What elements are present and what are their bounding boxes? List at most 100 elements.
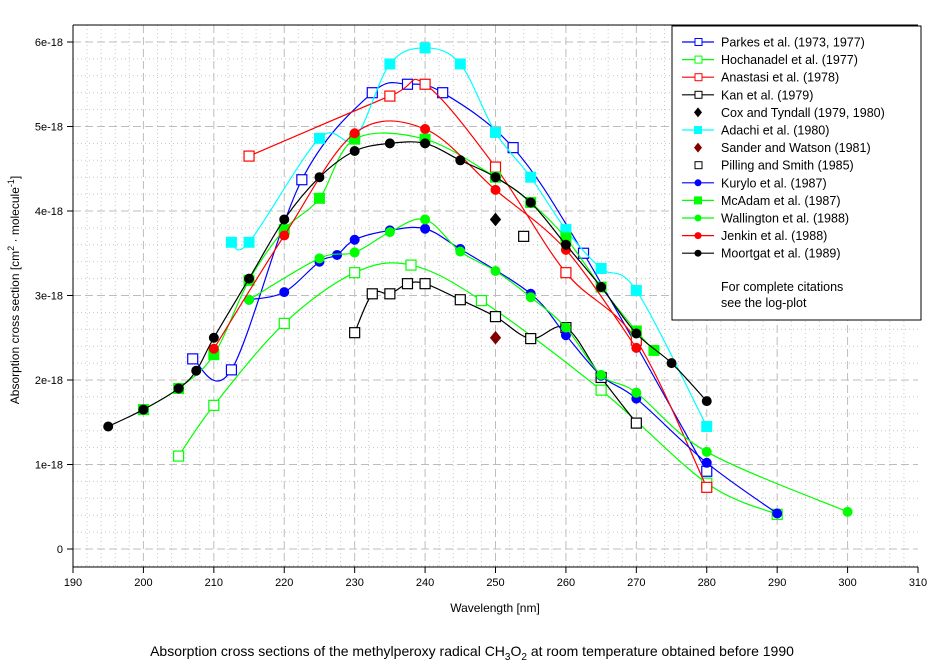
series-9 [137,132,660,416]
data-point [313,132,325,144]
data-point [225,236,237,248]
data-point [560,239,571,250]
data-point [279,214,290,225]
data-point [525,292,536,303]
data-point [173,383,184,394]
series-10 [244,214,853,517]
x-tick-label: 260 [557,577,575,589]
legend-entry: Sander and Watson (1981) [694,141,871,155]
data-point [384,58,396,70]
data-point [631,387,642,398]
legend-entry: Hochanadel et al. (1977) [682,53,858,67]
data-point [349,234,360,245]
legend-entry: McAdam et al. (1987) [682,194,841,208]
series-0 [187,78,713,477]
figure-caption: Absorption cross sections of the methylp… [0,643,944,663]
legend-marker [694,38,703,46]
data-point [349,247,360,258]
data-point [490,172,501,183]
legend-entry: Adachi et al. (1980) [682,124,829,138]
legend-entry: Jenkin et al. (1988) [682,229,827,243]
legend-label: Kurylo et al. (1987) [721,176,827,190]
caption-pre: Absorption cross sections of the methylp… [150,643,505,659]
data-point [595,262,607,274]
legend-marker [694,249,702,257]
caption-sub1: 3 [504,651,511,663]
y-axis-label: Absorption cross section [cm2 · molecule… [6,176,22,404]
data-point [490,265,501,276]
series-12 [103,138,712,432]
data-point [208,343,219,354]
data-point [420,223,431,234]
data-point [384,288,396,300]
data-point [630,417,642,429]
data-point [173,450,185,462]
data-point [278,317,290,329]
data-point [701,446,712,457]
y-tick-label: 1e-18 [35,460,63,472]
caption-mid: O [510,643,522,659]
x-tick-label: 310 [909,577,927,589]
series-line [231,47,708,427]
caption-sub2: 2 [521,651,527,663]
absorption-chart: 190 200 210 220 230 240 250 260 270 280 290 300 310 … [6,24,927,615]
y-label-sup1: 2 [6,246,16,251]
data-point [313,192,325,204]
data-point [666,358,677,369]
data-point [631,328,642,339]
x-tick-label: 250 [486,577,504,589]
x-tick-label: 220 [275,577,293,589]
data-point [454,58,466,70]
plot-area [103,42,853,520]
series-4 [489,212,502,227]
data-point [296,174,308,186]
data-point [279,287,290,298]
data-point [455,155,466,166]
data-point [489,161,502,173]
data-point [208,332,219,343]
legend-note: see the log-plot [721,296,807,310]
caption-post: at room temperature obtained before 1990 [526,643,794,659]
y-tick-label: 5e-18 [35,122,63,134]
data-point [314,253,325,264]
legend-label: Moortgat et al. (1989) [721,247,841,261]
x-tick-label: 210 [205,577,223,589]
y-tick-label: 4e-18 [35,206,63,218]
data-point [701,457,712,468]
data-point [384,227,395,238]
series-6 [489,330,502,345]
data-point [208,399,220,411]
data-point [596,369,607,380]
legend-label: Sander and Watson (1981) [721,141,871,155]
y-label-sup2: -1 [6,179,16,187]
legend-marker [694,126,702,134]
data-point [420,138,431,149]
data-point [349,267,361,279]
legend-label: Cox and Tyndall (1979, 1980) [721,106,885,120]
x-tick-label: 200 [134,577,152,589]
legend-label: Jenkin et al. (1988) [721,229,827,243]
series-line [192,81,708,472]
legend-entry: Anastasi et al. (1978) [682,71,839,85]
data-point [314,172,325,183]
data-point [401,278,414,290]
data-point [279,230,290,241]
x-tick-label: 270 [627,577,645,589]
legend-marker [694,142,702,153]
series-7 [518,230,530,242]
data-point [455,246,466,257]
data-point [454,294,466,306]
data-point [489,330,502,345]
legend-label: Adachi et al. (1980) [721,124,829,138]
legend-note: For complete citations [721,280,843,294]
x-axis-label: Wavelength [nm] [450,601,540,615]
x-tick-labels: 190 200 210 220 230 240 250 260 270 280 290 300 310 [64,567,927,589]
legend-entry: Parkes et al. (1973, 1977) [682,36,865,50]
data-point [489,311,502,323]
data-point [525,197,536,208]
data-point [420,124,431,135]
data-point [489,212,502,227]
legend-label: Anastasi et al. (1978) [721,71,839,85]
data-point [366,288,378,300]
data-point [244,273,255,284]
